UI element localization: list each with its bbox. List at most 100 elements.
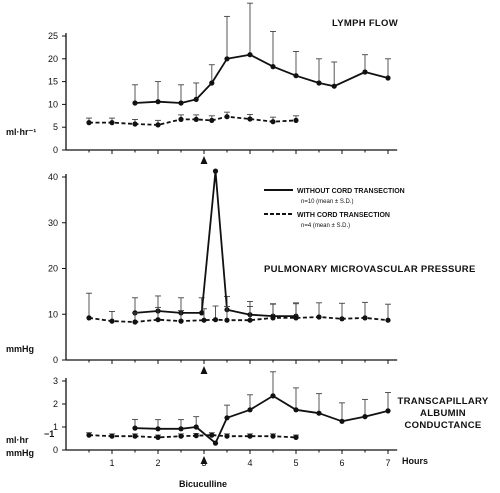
data-point-with-transection [193, 433, 199, 439]
annotation-bicuculline: Bicuculline [179, 479, 227, 489]
y-label-lymph-flow: ml·hr⁻¹ [6, 127, 36, 137]
panel-pulmonary-pressure: PULMONARY MICROVASCULAR PRESSURE mmHg WI… [6, 168, 476, 374]
legend-label-solid: WITHOUT CORD TRANSECTION [297, 188, 405, 195]
data-point-without-transection [331, 83, 337, 89]
legend-sub-dashed: n=4 (mean ± S.D.) [301, 223, 350, 229]
data-point-without-transection [270, 393, 276, 399]
y-tick-label: 20 [48, 264, 58, 274]
series-line-without-transection [134, 170, 296, 318]
series-line-without-transection [134, 53, 389, 104]
panel-title-line-1: TRANSCAPILLARY [398, 396, 489, 407]
x-tick-label: 7 [385, 458, 390, 468]
data-point-without-transection [155, 426, 161, 432]
x-axis-label: Hours [402, 456, 428, 466]
data-point-without-transection [339, 418, 345, 424]
data-point-without-transection [316, 80, 322, 86]
data-point-without-transection [132, 100, 138, 106]
data-point-with-transection [132, 319, 138, 325]
data-point-with-transection [178, 318, 184, 324]
data-point-with-transection [132, 121, 138, 127]
y-label-pressure: mmHg [6, 344, 34, 354]
x-tick-label: 5 [293, 458, 298, 468]
data-point-with-transection [224, 114, 230, 120]
legend-sub-solid: n=10 (mean ± S.D.) [301, 199, 353, 205]
event-arrow-marker [200, 366, 208, 374]
y-tick-label: 30 [48, 218, 58, 228]
data-point-with-transection [132, 433, 138, 439]
data-point-with-transection [293, 117, 299, 123]
y-label-exponent: −1 [44, 429, 54, 439]
x-tick-label: 2 [155, 458, 160, 468]
x-tick-label: 1 [109, 458, 114, 468]
y-tick-label: 0 [53, 445, 58, 455]
data-point-without-transection [155, 99, 161, 105]
y-tick-label: 0 [53, 355, 58, 365]
y-tick-label: 10 [48, 99, 58, 109]
data-point-with-transection [109, 318, 115, 324]
data-point-without-transection [178, 100, 184, 106]
data-point-with-transection [224, 433, 230, 439]
data-point-without-transection [247, 52, 253, 58]
data-point-with-transection [270, 433, 276, 439]
data-point-without-transection [362, 414, 368, 420]
y-tick-label: 1 [53, 422, 58, 432]
panel-title-lymph-flow: LYMPH FLOW [332, 18, 398, 29]
data-point-without-transection [132, 425, 138, 431]
data-point-with-transection [201, 317, 207, 323]
data-point-with-transection [247, 433, 253, 439]
y-tick-label: 40 [48, 172, 58, 182]
event-arrow-marker [200, 156, 208, 164]
panel-title-line-3: CONDUCTANCE [404, 420, 481, 431]
x-tick-label: 6 [339, 458, 344, 468]
data-point-without-transection [193, 424, 199, 430]
data-point-with-transection [155, 317, 161, 323]
data-point-with-transection [362, 315, 368, 321]
data-point-with-transection [86, 315, 92, 321]
panel-title-line-2: ALBUMIN [420, 408, 466, 419]
y-tick-label: 0 [53, 145, 58, 155]
data-point-with-transection [212, 317, 219, 323]
y-tick-label: 15 [48, 77, 58, 87]
data-point-with-transection [209, 117, 215, 123]
data-point-with-transection [109, 433, 115, 439]
data-point-with-transection [193, 116, 199, 122]
data-point-without-transection [316, 410, 322, 416]
data-point-with-transection [270, 119, 276, 125]
panel-title-pulmonary-pressure: PULMONARY MICROVASCULAR PRESSURE [264, 264, 476, 275]
series-line-with-transection [88, 434, 297, 439]
data-point-with-transection [224, 317, 230, 323]
data-point-with-transection [270, 315, 276, 321]
data-point-without-transection [224, 56, 230, 62]
y-tick-label: 5 [53, 122, 58, 132]
data-point-without-transection [212, 440, 219, 446]
data-point-without-transection [193, 96, 199, 102]
panel-albumin-conductance: TRANSCAPILLARY ALBUMIN CONDUCTANCE ml·hr… [6, 371, 489, 489]
legend-label-dashed: WITH CORD TRANSECTION [297, 212, 390, 219]
data-point-with-transection [293, 434, 299, 440]
data-point-without-transection [212, 168, 219, 174]
y-tick-label: 20 [48, 54, 58, 64]
data-point-with-transection [86, 432, 92, 438]
data-point-with-transection [385, 317, 391, 323]
y-tick-label: 2 [53, 399, 58, 409]
data-point-without-transection [199, 310, 205, 316]
data-point-with-transection [86, 120, 92, 126]
x-tick-label: 4 [247, 458, 252, 468]
y-tick-label: 25 [48, 31, 58, 41]
data-point-with-transection [109, 120, 115, 126]
x-tick-label: 3 [201, 458, 206, 468]
data-point-without-transection [270, 64, 276, 70]
data-point-without-transection [293, 407, 299, 413]
data-point-with-transection [178, 116, 184, 122]
data-point-with-transection [247, 116, 253, 122]
data-point-without-transection [178, 426, 184, 432]
data-point-with-transection [293, 315, 299, 321]
y-label-line-1: ml·hr [6, 435, 29, 445]
data-point-with-transection [155, 122, 161, 128]
y-label-line-2: mmHg [6, 448, 34, 458]
event-arrow-marker [200, 456, 208, 464]
data-point-without-transection [209, 80, 215, 86]
legend: WITHOUT CORD TRANSECTION n=10 (mean ± S.… [264, 188, 405, 229]
data-point-without-transection [362, 69, 368, 75]
